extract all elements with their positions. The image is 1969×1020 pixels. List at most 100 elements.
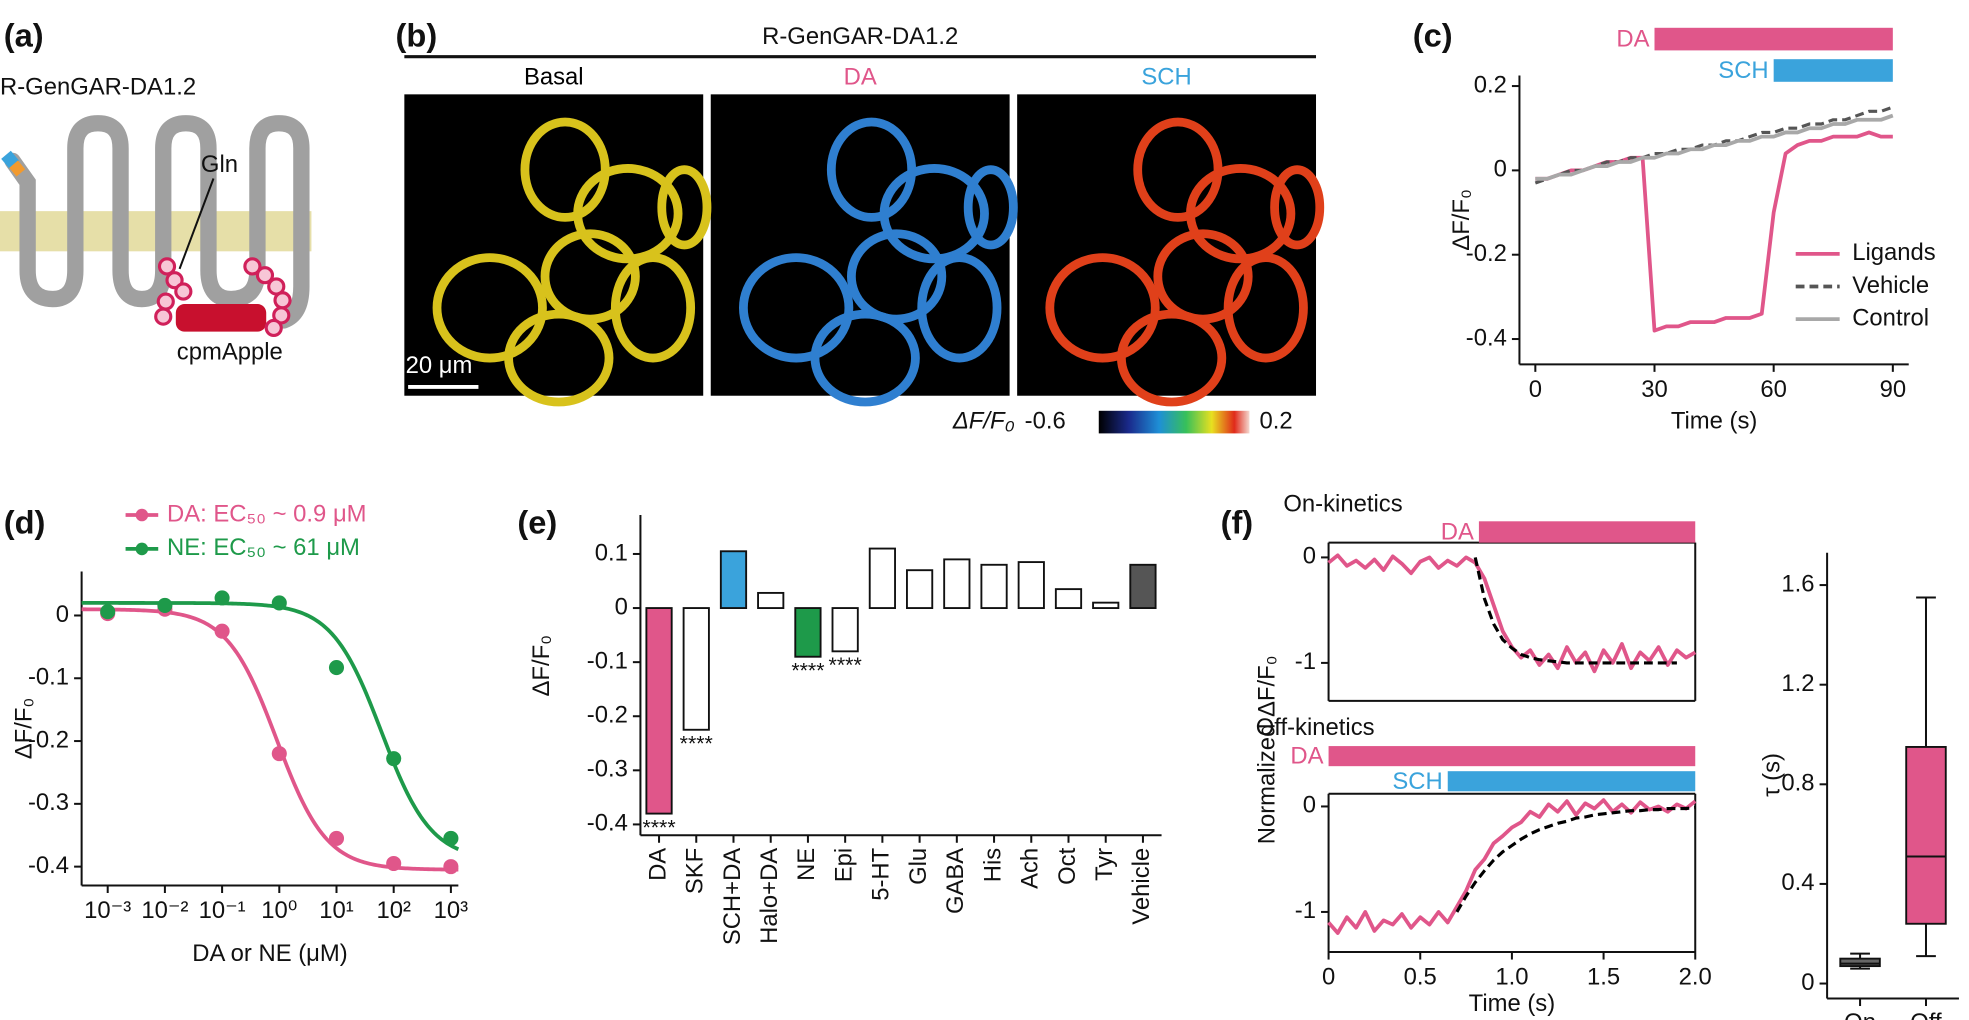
- x-tick-label: Oct: [1054, 847, 1081, 884]
- y-tick-label: -1: [1295, 648, 1316, 675]
- bar: [1017, 561, 1045, 609]
- data-point: [386, 855, 402, 872]
- x-tick-label: On: [1844, 1009, 1876, 1020]
- x-axis-label: DA or NE (μM): [192, 940, 348, 967]
- series-line: [1473, 557, 1677, 665]
- y-tick-label: -0.2: [28, 726, 69, 753]
- x-tick-label: 0: [1322, 964, 1335, 991]
- bar: [719, 550, 748, 609]
- data-point: [271, 595, 287, 611]
- bar: [831, 607, 859, 653]
- series-line: [1455, 805, 1696, 913]
- y-tick-label: -0.2: [587, 702, 628, 729]
- legend-label: DA: EC₅₀ ~ 0.9 μM: [167, 500, 367, 527]
- data-point: [214, 623, 230, 639]
- panel-label: (a): [4, 16, 44, 53]
- panel-label: (e): [517, 504, 557, 541]
- subplot-title: Off-kinetics: [1256, 714, 1375, 741]
- y-tick-label: 0.1: [595, 539, 628, 566]
- x-tick-label: 10⁻²: [141, 897, 188, 924]
- drug-label: DA: [1290, 743, 1323, 770]
- drug-bar: [1328, 746, 1696, 767]
- linker-beads: [154, 257, 292, 338]
- panel-title: R-GenGAR-DA1.2: [762, 23, 958, 50]
- image-title: Basal: [524, 63, 584, 90]
- x-tick-label: Ach: [1017, 848, 1044, 889]
- panel-label: (c): [1413, 16, 1453, 53]
- bar: [980, 563, 1008, 609]
- y-axis-label: ΔF/F₀: [528, 635, 555, 697]
- significance: ****: [829, 653, 862, 677]
- y-axis-label: ΔF/F₀: [10, 698, 37, 760]
- series-line: [1327, 553, 1697, 674]
- residue-label: Gln: [201, 151, 238, 178]
- x-tick-label: 1.5: [1587, 964, 1620, 991]
- x-axis-label: Time (s): [1469, 990, 1556, 1017]
- y-tick-label: -0.2: [1466, 240, 1507, 267]
- panel-b: (b) R-GenGAR-DA1.2 Basal DA SCH 20 μm ΔF…: [396, 16, 1320, 434]
- x-tick-label: 10³: [434, 897, 469, 924]
- x-tick-label: SCH+DA: [719, 848, 746, 945]
- y-tick-label: 0: [1303, 792, 1316, 819]
- bar: [906, 569, 934, 609]
- y-tick-label: 0.8: [1781, 770, 1814, 797]
- y-axis-label: Normalized ΔF/F₀: [1254, 655, 1281, 844]
- y-tick-label: -0.4: [587, 810, 628, 837]
- fit-curve: [81, 607, 459, 872]
- drug-label: SCH: [1718, 57, 1768, 84]
- box: [1905, 746, 1947, 925]
- construct-name: R-GenGAR-DA1.2: [0, 73, 196, 100]
- x-tick-label: Off: [1910, 1009, 1942, 1020]
- x-tick-label: 90: [1880, 376, 1907, 403]
- panel-a: (a) R-GenGAR-DA1.2 Gln cpmApple: [0, 16, 312, 365]
- x-tick-label: 0.5: [1404, 964, 1437, 991]
- x-tick-label: DA: [644, 848, 671, 881]
- drug-label: SCH: [1392, 768, 1442, 795]
- y-tick-label: 0.4: [1781, 869, 1814, 896]
- colorbar: [1098, 410, 1250, 434]
- data-point: [328, 830, 345, 846]
- x-axis-label: Time (s): [1671, 407, 1758, 434]
- pointer: [178, 178, 215, 270]
- x-tick-label: SKF: [682, 848, 709, 894]
- x-tick-label: 1.0: [1495, 964, 1528, 991]
- x-tick-label: 10²: [376, 897, 411, 924]
- legend-label: Vehicle: [1852, 272, 1929, 299]
- x-tick-label: 0: [1529, 376, 1542, 403]
- panel-label: (f): [1221, 504, 1254, 541]
- image-title: SCH: [1141, 63, 1191, 90]
- x-tick-label: 60: [1760, 376, 1787, 403]
- data-point: [214, 590, 230, 606]
- x-tick-label: Vehicle: [1128, 848, 1155, 925]
- bar: [794, 607, 822, 658]
- bar: [682, 607, 710, 731]
- x-tick-label: 10¹: [319, 897, 354, 924]
- significance: ****: [642, 815, 675, 839]
- data-point: [443, 830, 459, 846]
- y-tick-label: 0: [56, 601, 69, 628]
- fit-curve: [81, 601, 460, 851]
- image-title: DA: [844, 63, 877, 90]
- y-tick-label: -0.3: [28, 789, 69, 816]
- y-axis-label: ΔF/F₀: [1448, 189, 1475, 251]
- bar: [868, 547, 896, 609]
- panel-label: (b): [396, 16, 438, 53]
- x-tick-label: Tyr: [1091, 848, 1118, 881]
- colorbar-label: ΔF/F₀: [952, 407, 1015, 434]
- x-tick-label: 5-HT: [868, 847, 895, 900]
- tag-orange: [9, 160, 26, 177]
- y-tick-label: 0: [615, 593, 628, 620]
- data-point: [328, 660, 345, 676]
- x-tick-label: Halo+DA: [756, 848, 783, 944]
- colorbar-max: 0.2: [1260, 407, 1293, 434]
- series-line: [1535, 113, 1894, 181]
- x-tick-label: 2.0: [1679, 964, 1712, 991]
- data-point: [100, 604, 116, 620]
- box: [1839, 957, 1881, 968]
- x-tick-label: GABA: [942, 848, 969, 914]
- legend-label: Ligands: [1852, 239, 1936, 266]
- drug-bar: [1773, 59, 1893, 82]
- y-tick-label: -0.4: [1466, 324, 1507, 351]
